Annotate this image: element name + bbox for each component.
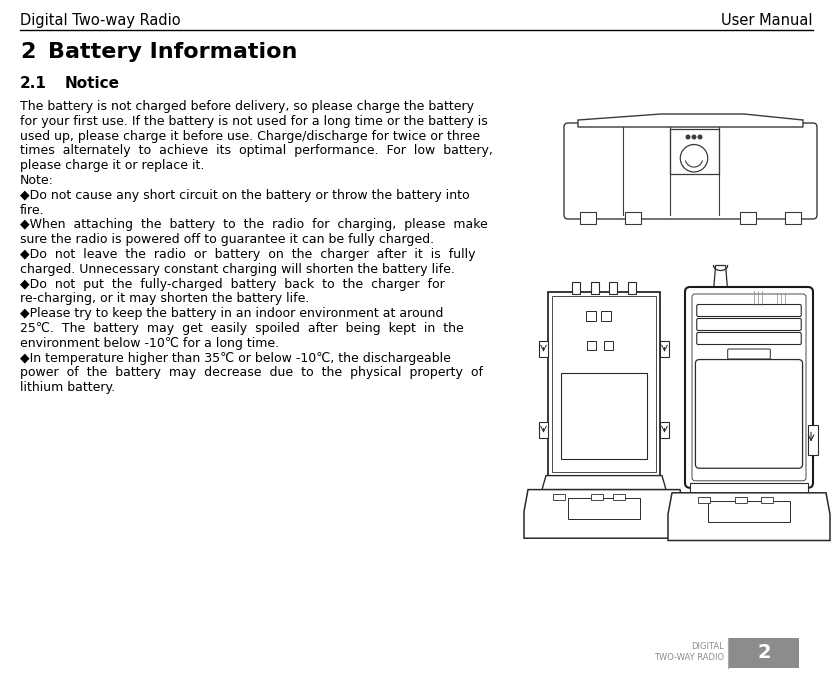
Text: fire.: fire. xyxy=(20,204,45,217)
Bar xyxy=(586,311,596,321)
Text: ◆Do not cause any short circuit on the battery or throw the battery into: ◆Do not cause any short circuit on the b… xyxy=(20,189,470,202)
Circle shape xyxy=(686,135,690,139)
Text: 2: 2 xyxy=(20,42,35,62)
Bar xyxy=(708,501,791,522)
Bar xyxy=(735,497,747,503)
Text: Digital Two-way Radio: Digital Two-way Radio xyxy=(20,13,181,28)
Bar xyxy=(539,422,548,438)
Bar xyxy=(568,498,640,520)
Bar xyxy=(625,212,641,224)
FancyBboxPatch shape xyxy=(696,304,801,317)
Text: 2: 2 xyxy=(757,644,771,663)
Polygon shape xyxy=(714,266,727,290)
Bar xyxy=(690,483,808,493)
Text: ◆Do  not  leave  the  radio  or  battery  on  the  charger  after  it  is  fully: ◆Do not leave the radio or battery on th… xyxy=(20,248,476,261)
Text: ◆In temperature higher than 35℃ or below -10℃, the dischargeable: ◆In temperature higher than 35℃ or below… xyxy=(20,351,451,364)
Bar xyxy=(591,282,599,294)
Text: 2.1: 2.1 xyxy=(20,76,47,91)
Circle shape xyxy=(692,135,696,139)
FancyBboxPatch shape xyxy=(728,349,771,359)
Bar xyxy=(580,212,596,224)
Text: ◆Please try to keep the battery in an indoor environment at around: ◆Please try to keep the battery in an in… xyxy=(20,307,443,320)
Text: environment below -10℃ for a long time.: environment below -10℃ for a long time. xyxy=(20,337,279,350)
FancyBboxPatch shape xyxy=(696,360,802,469)
Bar xyxy=(808,424,818,454)
Text: User Manual: User Manual xyxy=(721,13,813,28)
Text: re-charging, or it may shorten the battery life.: re-charging, or it may shorten the batte… xyxy=(20,292,309,305)
FancyBboxPatch shape xyxy=(696,332,801,345)
FancyBboxPatch shape xyxy=(564,123,817,219)
FancyBboxPatch shape xyxy=(692,294,806,481)
Text: ◆When  attaching  the  battery  to  the  radio  for  charging,  please  make: ◆When attaching the battery to the radio… xyxy=(20,219,488,232)
Bar xyxy=(572,282,580,294)
Bar xyxy=(587,340,596,349)
Text: sure the radio is powered off to guarantee it can be fully charged.: sure the radio is powered off to guarant… xyxy=(20,233,434,247)
Bar xyxy=(740,212,756,224)
Bar xyxy=(591,494,602,500)
Polygon shape xyxy=(542,475,666,490)
Bar xyxy=(698,497,710,503)
Bar xyxy=(561,373,646,460)
Polygon shape xyxy=(578,114,803,127)
Bar xyxy=(539,340,548,357)
Text: times  alternately  to  achieve  its  optimal  performance.  For  low  battery,: times alternately to achieve its optimal… xyxy=(20,144,493,157)
Bar xyxy=(628,282,636,294)
Bar xyxy=(729,638,799,668)
Bar xyxy=(548,292,660,475)
Text: Notice: Notice xyxy=(65,76,120,91)
Text: used up, please charge it before use. Charge/discharge for twice or three: used up, please charge it before use. Ch… xyxy=(20,129,480,142)
Text: The battery is not charged before delivery, so please charge the battery: The battery is not charged before delive… xyxy=(20,100,474,113)
Text: lithium battery.: lithium battery. xyxy=(20,381,115,394)
FancyBboxPatch shape xyxy=(696,319,801,330)
Text: for your first use. If the battery is not used for a long time or the battery is: for your first use. If the battery is no… xyxy=(20,115,488,128)
Text: 25℃.  The  battery  may  get  easily  spoiled  after  being  kept  in  the: 25℃. The battery may get easily spoiled … xyxy=(20,322,464,335)
Text: please charge it or replace it.: please charge it or replace it. xyxy=(20,159,204,172)
Text: power  of  the  battery  may  decrease  due  to  the  physical  property  of: power of the battery may decrease due to… xyxy=(20,366,483,379)
Bar xyxy=(553,494,565,500)
Bar xyxy=(761,497,773,503)
Text: TWO-WAY RADIO: TWO-WAY RADIO xyxy=(654,653,724,662)
Bar xyxy=(670,129,719,174)
Bar xyxy=(660,340,669,357)
Bar xyxy=(552,296,656,472)
Bar xyxy=(785,212,801,224)
Circle shape xyxy=(752,289,770,307)
Text: Battery Information: Battery Information xyxy=(48,42,297,62)
Text: DIGITAL: DIGITAL xyxy=(691,642,724,651)
Circle shape xyxy=(681,144,708,172)
Text: charged. Unnecessary constant charging will shorten the battery life.: charged. Unnecessary constant charging w… xyxy=(20,263,455,276)
Circle shape xyxy=(775,291,789,305)
Text: ◆Do  not  put  the  fully-charged  battery  back  to  the  charger  for: ◆Do not put the fully-charged battery ba… xyxy=(20,278,445,291)
FancyBboxPatch shape xyxy=(685,287,813,488)
Polygon shape xyxy=(524,490,684,538)
Bar xyxy=(604,340,613,349)
Bar xyxy=(613,494,625,500)
Text: Note:: Note: xyxy=(20,174,54,187)
Circle shape xyxy=(698,135,702,139)
Bar xyxy=(660,422,669,438)
Bar xyxy=(609,282,617,294)
Polygon shape xyxy=(668,493,830,541)
Bar xyxy=(601,311,611,321)
